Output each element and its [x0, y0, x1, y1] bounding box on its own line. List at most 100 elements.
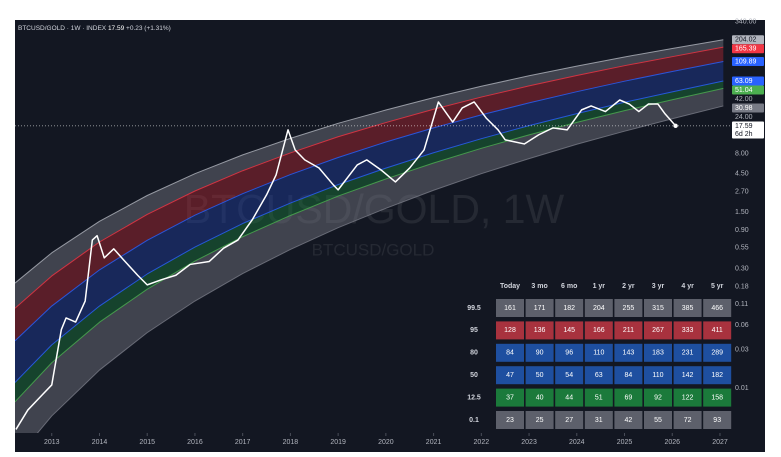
table-cell-value: 55	[654, 417, 662, 424]
x-tick-label: 2024	[569, 439, 585, 446]
table-cell	[525, 411, 554, 429]
countdown: 6d 2h	[735, 131, 753, 138]
x-tick-label: 2014	[92, 439, 108, 446]
price-line	[15, 99, 677, 430]
table-cell	[703, 343, 732, 362]
x-tick-label: 2020	[378, 439, 394, 446]
table-cell-value: 96	[565, 350, 573, 357]
watermark-sub: BTCUSD/GOLD	[312, 240, 435, 259]
table-cell	[644, 343, 672, 362]
table-cell-value: 267	[652, 327, 664, 334]
table-cell	[525, 299, 554, 317]
table-cell	[614, 343, 643, 362]
table-cell-value: 142	[682, 372, 694, 379]
band-line	[36, 105, 724, 433]
x-tick-label: 2027	[712, 439, 728, 446]
table-cell	[584, 411, 613, 429]
table-cell	[496, 299, 524, 317]
table-cell	[525, 321, 554, 340]
table-cell-value: 47	[506, 372, 514, 379]
band-fill	[15, 61, 724, 383]
axis-value-box	[732, 121, 764, 139]
y-tick-label: 0.90	[735, 227, 749, 234]
table-cell	[555, 388, 584, 407]
axis-value-box	[732, 103, 764, 113]
table-cell	[496, 366, 524, 385]
y-tick-label: 24.00	[735, 114, 753, 121]
band-line	[15, 87, 724, 403]
table-row-label: 99.5	[467, 305, 481, 312]
x-tick-label: 2026	[664, 439, 680, 446]
y-tick-label: 2.70	[735, 188, 749, 195]
table-cell-value: 37	[506, 394, 514, 401]
table-cell-value: 315	[652, 305, 664, 312]
table-cell-value: 42	[625, 417, 633, 424]
axis-value-box	[732, 44, 764, 54]
axis-value-label: 51.04	[735, 87, 753, 94]
watermark: BTCUSD/GOLD, 1W	[184, 186, 565, 232]
table-column-header: 4 yr	[681, 283, 694, 290]
table-cell-value: 110	[593, 350, 604, 357]
plot-area	[15, 39, 724, 433]
axis-value-label: 63.09	[735, 78, 753, 85]
table-cell	[673, 388, 702, 407]
table-cell-value: 54	[565, 372, 573, 379]
table-cell	[555, 321, 584, 340]
x-tick-label: 2022	[474, 439, 490, 446]
table-cell	[614, 321, 643, 340]
table-cell	[555, 411, 584, 429]
table-cell-value: 255	[623, 305, 635, 312]
table-cell-value: 72	[684, 417, 692, 424]
y-tick-label: 1.50	[735, 209, 749, 216]
table-cell-value: 31	[595, 417, 603, 424]
axis-value-box	[732, 76, 764, 86]
table-column-header: 1 yr	[593, 283, 606, 290]
axis-value-box	[732, 85, 764, 95]
table-cell-value: 25	[536, 417, 544, 424]
table-cell-value: 411	[712, 327, 723, 334]
axis-value-box	[732, 56, 764, 66]
axis-value-label: 165.39	[735, 46, 757, 53]
table-cell	[614, 366, 643, 385]
table-cell	[673, 411, 702, 429]
table-cell-value: 51	[595, 394, 603, 401]
y-tick-label: 8.00	[735, 150, 749, 157]
table-cell-value: 50	[536, 372, 544, 379]
table-row-label: 12.5	[467, 394, 481, 401]
y-tick-label: 0.01	[735, 385, 749, 392]
table-cell-value: 93	[713, 417, 721, 424]
y-tick-label: 340.00	[735, 19, 757, 26]
table-cell-value: 183	[652, 350, 664, 357]
axis-value-label: 109.89	[735, 58, 757, 65]
y-tick-label: 0.30	[735, 266, 749, 273]
table-cell-value: 27	[565, 417, 573, 424]
table-cell	[703, 411, 732, 429]
table-cell-value: 44	[565, 394, 573, 401]
table-cell	[555, 343, 584, 362]
table-cell-value: 158	[711, 394, 723, 401]
table-cell	[703, 366, 732, 385]
y-tick-label: 4.50	[735, 171, 749, 178]
band-line	[15, 39, 724, 284]
table-cell	[703, 299, 732, 317]
table-cell-value: 161	[504, 305, 516, 312]
table-row-label: 80	[470, 350, 478, 357]
table-cell-value: 182	[563, 305, 575, 312]
table-cell	[555, 299, 584, 317]
table-cell-value: 40	[536, 394, 544, 401]
table-cell-value: 136	[534, 327, 546, 334]
table-column-header: Today	[500, 283, 520, 290]
table-cell	[673, 343, 702, 362]
table-cell	[496, 388, 524, 407]
table-cell	[496, 411, 524, 429]
symbol: BTCUSD/GOLD · 1W · INDEX	[18, 25, 107, 32]
table-cell-value: 145	[563, 327, 575, 334]
table-cell-value: 385	[682, 305, 694, 312]
table-cell	[614, 411, 643, 429]
table-cell-value: 69	[625, 394, 633, 401]
x-tick-label: 2025	[617, 439, 633, 446]
x-tick-label: 2016	[187, 439, 203, 446]
table-cell	[614, 299, 643, 317]
